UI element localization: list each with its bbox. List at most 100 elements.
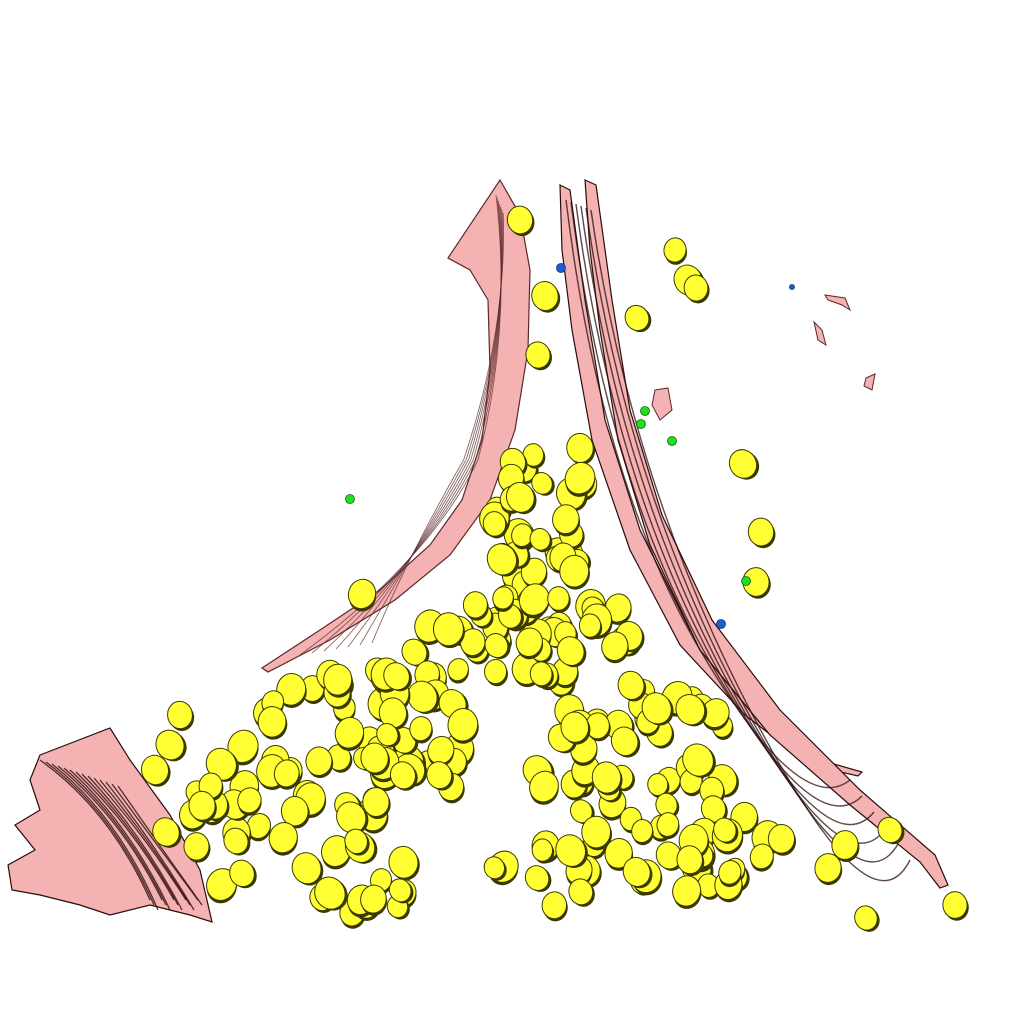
particle-layer (345, 263, 795, 629)
droplet (604, 837, 633, 869)
droplet (568, 878, 594, 906)
droplet (334, 716, 365, 749)
fiber-fragment (863, 373, 876, 391)
fiber-strand-right (575, 203, 875, 826)
droplet (155, 729, 185, 761)
droplet (237, 787, 262, 814)
green-particle (640, 406, 650, 416)
droplet (484, 658, 508, 685)
fiber-strand-cluster (57, 765, 163, 901)
droplet (505, 482, 535, 513)
droplet (426, 761, 453, 790)
structure-layer (7, 178, 949, 923)
fiber-strand-cluster (51, 763, 159, 911)
fiber-fragment (813, 320, 827, 347)
droplet (432, 612, 464, 647)
droplet (280, 795, 309, 827)
fiber-fragment (651, 387, 673, 421)
droplet (506, 205, 534, 235)
droplet (942, 891, 968, 919)
droplet (676, 845, 703, 875)
droplet (376, 722, 399, 747)
droplet (767, 823, 796, 854)
droplet (188, 790, 216, 821)
fiber-strand-cluster (63, 767, 167, 906)
droplet (483, 856, 506, 880)
droplet (360, 884, 387, 914)
droplet (529, 661, 553, 687)
droplet (167, 700, 193, 730)
fiber-fragment (824, 294, 852, 312)
fiber-strand-cluster (69, 769, 171, 911)
droplet (273, 759, 300, 788)
droplet (515, 627, 543, 657)
droplet (529, 527, 551, 551)
droplet (610, 726, 639, 757)
fiber-strand-cluster (87, 775, 183, 911)
droplet (276, 673, 307, 706)
droplet (749, 843, 774, 870)
droplet (205, 747, 237, 781)
droplet (518, 583, 550, 616)
droplet (578, 613, 602, 638)
droplet (462, 591, 488, 619)
droplet (389, 761, 416, 790)
droplet (531, 281, 559, 311)
droplet (383, 662, 410, 691)
droplet (747, 517, 775, 547)
droplet (683, 274, 709, 302)
droplet (591, 761, 622, 794)
droplet (555, 834, 586, 867)
droplet (547, 586, 570, 611)
blue-particle (556, 263, 566, 273)
fiber-strand-cluster (75, 771, 175, 901)
droplet (486, 543, 518, 576)
droplet (492, 586, 514, 610)
droplet (183, 832, 210, 861)
droplet (663, 237, 687, 263)
droplet (622, 856, 651, 887)
droplet (140, 754, 170, 786)
droplet (152, 817, 180, 847)
droplet (682, 743, 714, 777)
fiber-strand-cluster (117, 785, 203, 906)
droplet (360, 742, 389, 774)
droplet (347, 578, 377, 610)
droplet (206, 868, 238, 901)
fiber-strand-left (371, 212, 504, 644)
droplet (675, 693, 706, 726)
droplet (344, 828, 368, 855)
droplet (641, 692, 672, 725)
green-particle (667, 436, 677, 446)
droplet (407, 680, 438, 713)
fiber-strand-cluster (81, 773, 179, 906)
droplet (362, 787, 390, 818)
green-particle (741, 576, 751, 586)
fiber-strand-cluster (93, 777, 187, 901)
droplet (647, 773, 669, 797)
droplet (814, 853, 842, 883)
droplet (314, 876, 346, 910)
fiber-strand-right (590, 209, 911, 882)
droplet-layer (140, 205, 969, 932)
droplet (601, 631, 629, 661)
droplet (541, 891, 568, 920)
droplet (831, 830, 859, 860)
droplet (564, 461, 596, 495)
droplet (718, 860, 742, 885)
blue-particle (716, 619, 726, 629)
droplet (388, 845, 419, 879)
droplet (713, 817, 737, 843)
droplet (531, 471, 553, 495)
droplet (524, 865, 550, 891)
droplet (617, 670, 645, 700)
droplet (529, 770, 559, 803)
droplet (624, 304, 650, 332)
fiber-strand-right (565, 199, 851, 789)
droplet (877, 816, 903, 844)
droplet (246, 812, 271, 839)
droplet (656, 812, 680, 837)
droplet (323, 663, 353, 696)
droplet (525, 341, 551, 369)
